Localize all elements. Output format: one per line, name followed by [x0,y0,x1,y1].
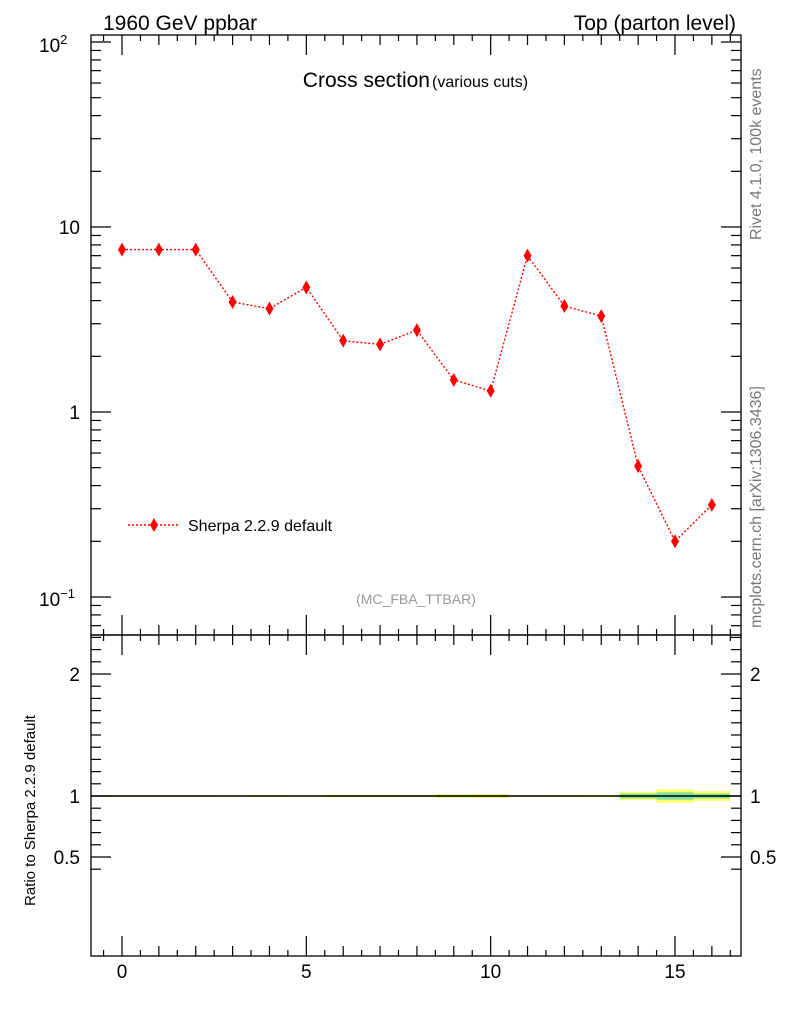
ratio-ylabel: Ratio to Sherpa 2.2.9 default [22,714,39,906]
data-point-11 [523,248,532,263]
plot-title: Cross section [303,69,430,92]
y-tick-label-100: 102 [39,32,67,57]
data-point-8 [412,323,421,338]
ratio-y-tick-label-right: 0.5 [750,848,776,869]
data-point-16 [707,497,716,512]
y-tick-label-1: 1 [69,403,80,424]
ratio-y-tick-label-left: 2 [69,665,80,686]
data-point-7 [376,337,385,352]
data-point-12 [560,299,569,314]
data-point-1 [154,242,163,257]
ratio-y-tick-label-left: 1 [69,787,80,808]
data-point-0 [118,242,126,257]
data-point-14 [634,459,643,474]
x-tick-label-15: 15 [664,962,685,983]
y-tick-label-0.1: 10−1 [39,586,75,611]
source-label: mcplots.cern.ch [arXiv:1306.3436] [748,386,765,628]
x-tick-label-10: 10 [480,962,501,983]
x-tick-labels: 0 5 10 15 [117,962,686,983]
ratio-y-tick-label-right: 2 [750,665,761,686]
data-point-6 [339,333,348,348]
data-point-15 [671,534,679,549]
data-point-5 [302,280,311,295]
plot-subtitle: (various cuts) [432,74,528,91]
data-point-13 [597,309,606,324]
y-tick-label-10: 10 [59,218,80,239]
x-tick-label-5: 5 [301,962,312,983]
data-point-4 [265,301,274,316]
ratio-y-tick-label-left: 0.5 [54,848,80,869]
legend-label: Sherpa 2.2.9 default [188,518,333,535]
data-point-3 [228,295,237,310]
data-point-10 [486,383,495,398]
legend-marker-diamond [150,518,158,532]
series-markers-sherpa [118,242,716,549]
legend: Sherpa 2.2.9 default [128,518,333,535]
ratio-y-tick-label-right: 1 [750,787,761,808]
header-right: Top (parton level) [574,12,736,35]
data-point-9 [449,372,458,387]
ratio-axis-ticks: 0.5 0.5 1 1 2 2 [54,635,776,956]
main-axis-ticks [91,35,741,635]
header-left: 1960 GeV ppbar [103,12,257,35]
data-point-2 [191,242,200,257]
x-tick-label-0: 0 [117,962,128,983]
series-line-sherpa [122,248,713,543]
rivet-version-label: Rivet 4.1.0, 100k events [748,68,765,240]
analysis-tag: (MC_FBA_TTBAR) [356,591,476,607]
